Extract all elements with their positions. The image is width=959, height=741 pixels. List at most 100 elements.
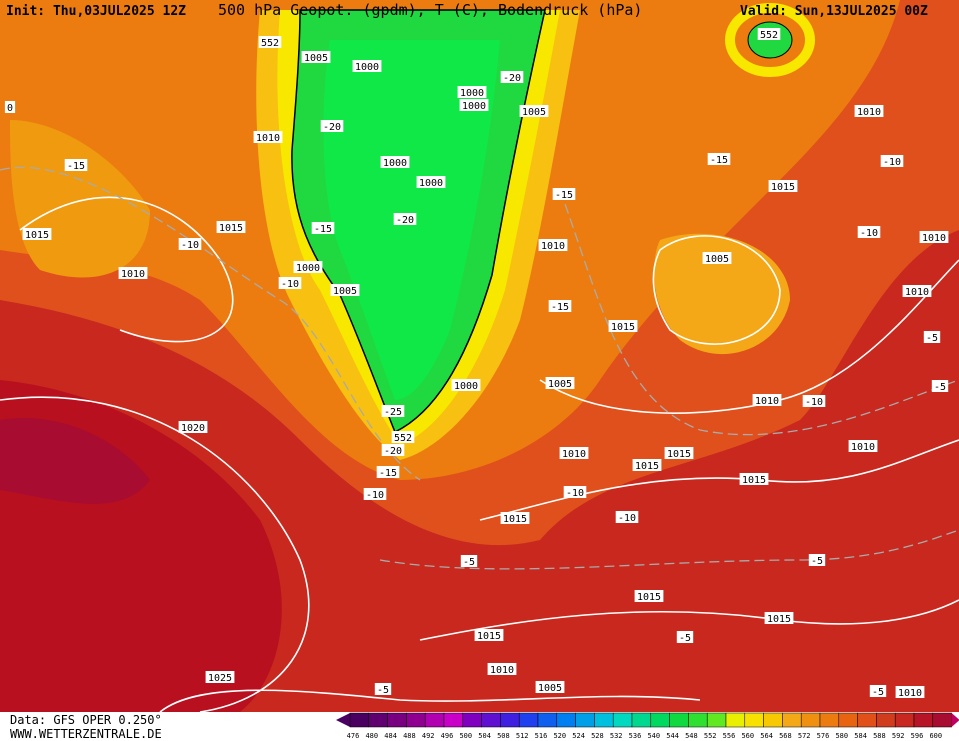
scale-label: 488 xyxy=(403,732,416,740)
contour-label: -20 xyxy=(384,446,402,457)
label-box xyxy=(22,228,52,240)
label-box xyxy=(451,379,481,391)
contour-label: -10 xyxy=(281,279,299,290)
scale-cell xyxy=(387,712,407,728)
label-box xyxy=(752,394,782,406)
contour-label: 1020 xyxy=(181,423,205,434)
site-name: WWW.WETTERZENTRALE.DE xyxy=(10,727,162,741)
contour-label: 1015 xyxy=(767,614,791,625)
label-box xyxy=(702,252,732,264)
isotherms xyxy=(0,166,959,570)
contour-label: 1000 xyxy=(355,62,379,73)
scale-cell xyxy=(537,712,558,728)
scale-cell xyxy=(706,712,727,728)
label-box xyxy=(707,153,731,165)
label-box xyxy=(381,444,405,456)
label-box xyxy=(757,28,781,40)
scale-cell xyxy=(406,712,426,728)
contour-label: -5 xyxy=(463,557,475,568)
scale-label: 588 xyxy=(873,732,886,740)
contour-label: 1015 xyxy=(667,449,691,460)
contour-label: 1015 xyxy=(635,461,659,472)
scale-cell xyxy=(800,712,821,728)
contour-label: 1000 xyxy=(296,263,320,274)
label-box xyxy=(559,447,589,459)
scale-cell xyxy=(763,712,783,728)
scale-label: 596 xyxy=(911,732,924,740)
contour-label: 1000 xyxy=(383,158,407,169)
orange-patch xyxy=(654,233,790,355)
scale-cell xyxy=(744,712,764,728)
label-box xyxy=(500,512,530,524)
scale-cell xyxy=(857,712,877,728)
label-box xyxy=(118,267,148,279)
scale-label: 532 xyxy=(610,732,623,740)
scale-cell xyxy=(650,712,670,728)
scale-label: 516 xyxy=(535,732,548,740)
label-box xyxy=(64,159,88,171)
contour-label: -10 xyxy=(883,157,901,168)
label-box xyxy=(739,473,769,485)
label-box xyxy=(391,431,415,443)
contour-label: 1000 xyxy=(454,381,478,392)
label-box xyxy=(311,222,335,234)
label-box xyxy=(258,36,282,48)
contour-label: 552 xyxy=(394,433,412,444)
label-box xyxy=(352,60,382,72)
label-box xyxy=(535,681,565,693)
contour-label: -5 xyxy=(872,687,884,698)
contour-label: -15 xyxy=(551,302,569,313)
valid-label: Valid: Sun,13JUL2025 00Z xyxy=(740,4,928,19)
contour-label: -15 xyxy=(555,190,573,201)
scale-label: 476 xyxy=(347,732,360,740)
contour-label: -20 xyxy=(323,122,341,133)
color-scale: 476 480 484 488 492 496 500 504 508 512 516 520 524 5… xyxy=(336,712,959,740)
scale-cell xyxy=(838,712,858,728)
scale-label: 572 xyxy=(798,732,811,740)
contour-label: 1005 xyxy=(333,286,357,297)
scale-cell xyxy=(894,712,915,728)
contour-label: 1010 xyxy=(922,233,946,244)
contour-label: 1005 xyxy=(522,107,546,118)
scale-label: 576 xyxy=(817,732,830,740)
contour-label: 1010 xyxy=(857,107,881,118)
scale-cell xyxy=(669,712,689,728)
warm-core xyxy=(0,418,150,504)
label-box xyxy=(278,277,302,289)
contour-label: 1015 xyxy=(771,182,795,193)
scale-cell xyxy=(594,712,614,728)
contour-label: -5 xyxy=(377,685,389,696)
label-box xyxy=(634,590,664,602)
label-box xyxy=(205,671,235,683)
label-box xyxy=(460,555,478,567)
contour-label: -20 xyxy=(503,73,521,84)
contour-label: 1010 xyxy=(121,269,145,280)
contour-label: -10 xyxy=(566,488,584,499)
label-box xyxy=(293,261,323,273)
scale-label: 504 xyxy=(478,732,491,740)
label-box xyxy=(552,188,576,200)
scale-cell xyxy=(932,712,952,728)
label-box xyxy=(764,612,794,624)
scale-label: 480 xyxy=(365,732,378,740)
contour-label: 1015 xyxy=(219,223,243,234)
scale-label: 580 xyxy=(835,732,848,740)
contour-label: -5 xyxy=(679,633,691,644)
label-box xyxy=(381,405,405,417)
scale-label: 556 xyxy=(723,732,736,740)
map-title: 500 hPa Geopot. (gpdm), T (C), Bodendruc… xyxy=(218,1,642,19)
scale-label: 592 xyxy=(892,732,905,740)
scale-arrow-left xyxy=(336,713,350,727)
label-box xyxy=(931,380,949,392)
contour-label: -15 xyxy=(67,161,85,172)
scale-label: 492 xyxy=(422,732,435,740)
contour-label: 1010 xyxy=(851,442,875,453)
scale-cell xyxy=(481,712,501,728)
scale-label: 544 xyxy=(666,732,679,740)
scale-cell xyxy=(725,712,746,728)
scale-label: 560 xyxy=(741,732,754,740)
scale-cell xyxy=(518,712,539,728)
label-box xyxy=(563,486,587,498)
label-box xyxy=(4,101,16,113)
